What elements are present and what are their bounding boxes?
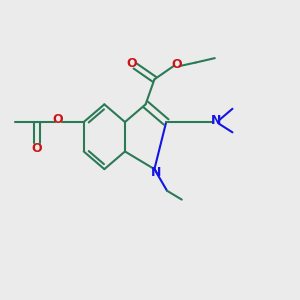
Text: N: N [151,166,161,179]
Text: O: O [171,58,182,71]
Text: N: N [211,114,221,127]
Text: O: O [53,113,63,126]
Text: O: O [31,142,42,155]
Text: O: O [126,57,137,70]
